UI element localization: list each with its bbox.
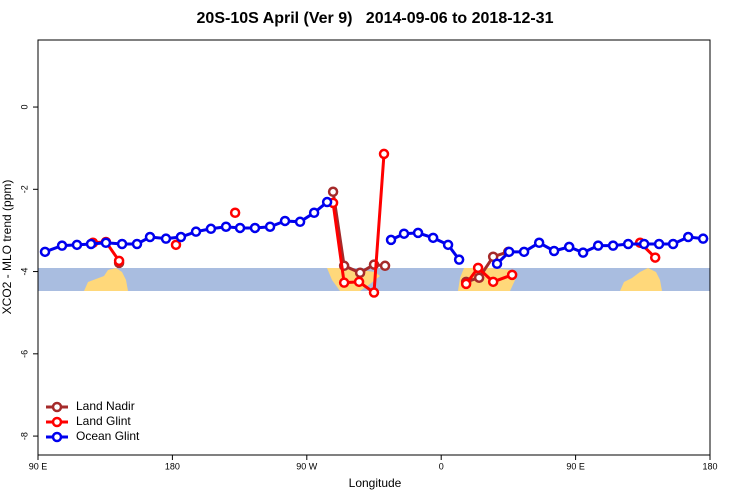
point (412, 227, 424, 239)
legend-swatch (51, 416, 63, 428)
y-axis-label: XCO2 - MLO trend (ppm) (0, 180, 14, 315)
point (354, 267, 366, 279)
point (427, 232, 439, 244)
point (116, 238, 128, 250)
point (460, 278, 472, 290)
point (379, 260, 391, 272)
legend-label: Ocean Glint (76, 429, 140, 443)
point (220, 221, 232, 232)
point (518, 246, 530, 258)
legend-swatch (51, 431, 63, 443)
plot-frame (37, 39, 711, 456)
point (294, 216, 306, 228)
point (205, 223, 217, 235)
point (491, 258, 503, 269)
x-tick-label: 180 (165, 461, 180, 471)
point (100, 237, 112, 249)
point (472, 262, 484, 274)
point (548, 245, 560, 257)
x-tick-label: 90 W (296, 461, 318, 471)
point (160, 233, 172, 244)
land (620, 268, 662, 291)
point (622, 238, 634, 250)
x-tick-label: 90 E (29, 461, 48, 471)
point (385, 234, 397, 246)
point (563, 241, 575, 253)
point (71, 239, 83, 251)
y-tick-label: 0 (19, 105, 29, 110)
x-axis-label: Longitude (349, 476, 402, 490)
series-line (44, 200, 704, 265)
y-tick-label: -8 (19, 432, 29, 440)
point (577, 247, 589, 258)
point (649, 252, 661, 263)
point (39, 246, 51, 258)
point (682, 231, 694, 243)
point (264, 221, 276, 232)
point (667, 238, 679, 250)
point (279, 215, 291, 227)
point (533, 237, 545, 249)
point (697, 233, 709, 244)
y-tick-label: -6 (19, 350, 29, 358)
point (234, 222, 246, 234)
point (308, 207, 320, 218)
x-tick-label: 90 E (566, 461, 585, 471)
point (398, 228, 410, 239)
legend-swatch (51, 401, 63, 413)
chart-title: 20S-10S April (Ver 9) 2014-09-06 to 2018… (197, 10, 554, 27)
point (131, 238, 143, 250)
point (442, 239, 454, 251)
point (653, 238, 665, 250)
y-tick-label: -2 (19, 185, 29, 193)
point (473, 272, 485, 283)
point (338, 277, 350, 288)
point (353, 276, 365, 288)
point (327, 186, 339, 198)
point (85, 238, 97, 250)
point (368, 287, 380, 298)
y-tick-label: -4 (19, 268, 29, 276)
point (113, 255, 125, 267)
point (249, 222, 261, 234)
point (56, 240, 68, 251)
point (506, 269, 518, 281)
x-tick-label: 180 (702, 461, 717, 471)
land (84, 268, 128, 291)
point (607, 240, 619, 251)
legend-label: Land Nadir (76, 399, 135, 413)
point (378, 148, 390, 160)
point (170, 239, 182, 251)
legend-label: Land Glint (76, 414, 131, 428)
point (503, 246, 515, 258)
point (144, 231, 156, 243)
point (453, 254, 465, 265)
x-tick-label: 0 (439, 461, 444, 471)
point (321, 196, 333, 208)
point (190, 226, 202, 237)
point (592, 240, 604, 251)
point (638, 238, 650, 250)
point (175, 231, 187, 243)
point (487, 276, 499, 288)
point (229, 207, 241, 218)
